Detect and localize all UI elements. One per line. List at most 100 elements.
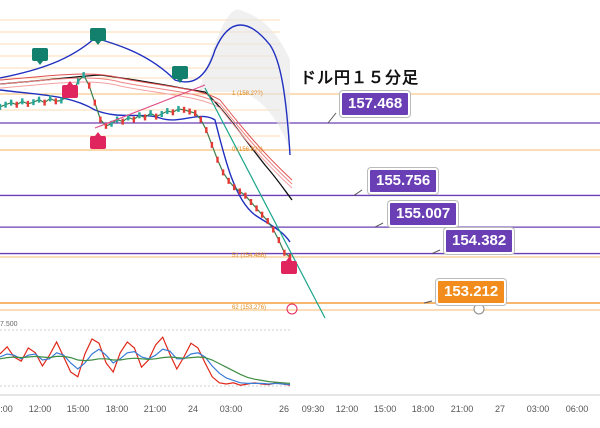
label-callout [327, 112, 337, 124]
fib-label: 62 (153.276) [232, 305, 267, 311]
upper-band [0, 24, 291, 156]
candle [0, 103, 2, 110]
x-tick-label: 15:00 [373, 404, 397, 414]
fib-label: 1 (158.2??) [232, 91, 263, 97]
x-tick-label: 03:00 [219, 404, 243, 414]
moving-average [0, 81, 293, 189]
candle [238, 188, 242, 195]
price-series [0, 72, 326, 319]
moving-average [0, 77, 293, 185]
buy-marker [32, 48, 48, 61]
candle [93, 99, 97, 106]
candle [260, 211, 264, 218]
candle [182, 106, 186, 113]
candle [121, 118, 124, 125]
sell-marker-tip [286, 257, 292, 261]
x-tick-label: 15:00 [66, 404, 90, 414]
trend-line [204, 87, 326, 319]
candle [288, 254, 292, 261]
moving-average [0, 73, 293, 181]
candle [199, 116, 202, 123]
candle [60, 97, 63, 104]
sell-marker [62, 85, 78, 98]
candle [110, 120, 113, 127]
buy-marker-tip [37, 61, 43, 65]
x-tick-label: 21:00 [143, 404, 167, 414]
buy-marker-tip [95, 41, 101, 45]
x-tick-label: 18:00 [411, 404, 435, 414]
candle [249, 199, 253, 206]
buy-marker [90, 28, 106, 41]
candle [266, 218, 269, 225]
candle [15, 101, 18, 108]
candle [188, 108, 191, 115]
candle [43, 99, 46, 106]
x-tick-label: 24 [187, 404, 199, 414]
label-callout [353, 189, 363, 196]
x-tick-label: 18:00 [105, 404, 129, 414]
level-label: 153.212 [436, 279, 507, 305]
fib-label: 51 (154.486) [232, 253, 267, 259]
candle [4, 101, 7, 108]
lower-band [0, 89, 291, 243]
sell-marker [90, 136, 106, 149]
candle [104, 122, 108, 129]
fibonacci-lines [0, 93, 600, 311]
middle-line [0, 74, 293, 201]
oscillator-line [0, 348, 291, 386]
candle [9, 99, 13, 106]
level-label: 157.468 [340, 91, 411, 117]
x-tick-label: 03:00 [526, 404, 550, 414]
oscillator-scale-label: 7.500 [0, 321, 18, 328]
event-icon [286, 303, 298, 315]
x-tick-label: 12:00 [335, 404, 359, 414]
candle [205, 127, 208, 134]
candle [255, 205, 258, 212]
candle [277, 237, 281, 244]
candle [37, 96, 41, 103]
candle [88, 82, 91, 89]
candle [233, 184, 236, 191]
label-callout [431, 249, 441, 254]
label-callout [374, 222, 384, 228]
chart-title: ドル円１５分足 [300, 68, 420, 87]
oscillator-line [0, 355, 291, 384]
x-tick-label: 21:00 [450, 404, 474, 414]
x-tick-label: 26 [278, 404, 290, 414]
flag-icon [473, 303, 485, 315]
candle [272, 226, 275, 233]
candle [26, 100, 30, 107]
oscillator-line [0, 336, 291, 386]
buy-marker [172, 66, 188, 79]
candle [149, 110, 152, 117]
candle [177, 105, 180, 112]
level-label: 154.382 [444, 228, 515, 254]
sell-marker-tip [95, 132, 101, 136]
candle [227, 177, 230, 184]
candle [283, 249, 286, 256]
candle [76, 78, 80, 85]
candle [132, 116, 136, 123]
signal-markers [32, 28, 485, 315]
candle [210, 141, 214, 148]
candle [99, 116, 102, 123]
candle [154, 113, 158, 120]
x-tick-label: 06:00 [565, 404, 589, 414]
bollinger-bands [0, 9, 293, 243]
oscillator-panel [0, 329, 291, 387]
candle [171, 109, 175, 116]
candle [216, 156, 219, 163]
x-tick-label: 9:00 [0, 404, 13, 414]
fib-label: 0.(156.8??) [232, 147, 263, 153]
x-tick-label: 12:00 [28, 404, 52, 414]
candle [221, 169, 225, 176]
candle [32, 99, 35, 106]
level-label: 155.756 [368, 168, 439, 194]
band-fill [200, 9, 290, 150]
sell-marker [281, 261, 297, 274]
level-label: 155.007 [388, 201, 459, 227]
candle [82, 72, 85, 79]
candle [138, 112, 141, 119]
candle [193, 110, 197, 117]
x-tick-label: 27 [494, 404, 506, 414]
